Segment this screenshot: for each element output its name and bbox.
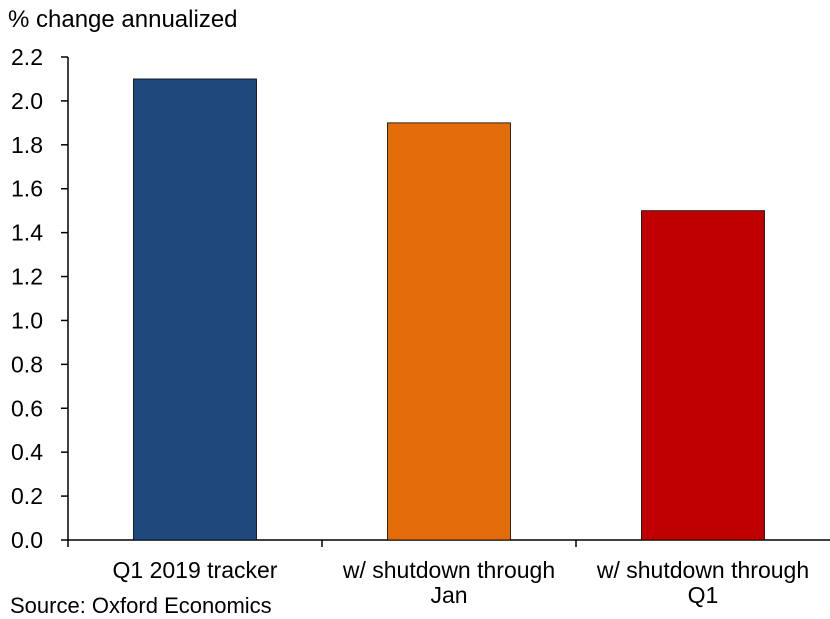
x-tick-label: w/ shutdown through — [596, 557, 809, 583]
y-axis-label: % change annualized — [8, 6, 238, 33]
bar — [641, 210, 765, 541]
y-tick-label: 1.0 — [11, 307, 43, 333]
y-tick-label: 1.6 — [11, 176, 43, 202]
bar — [387, 122, 511, 541]
y-tick-label: 2.2 — [11, 44, 43, 70]
tick-labels: 0.0 0.2 0.4 0.6 0.8 1.0 1.2 1.4 1.6 1.8 2.0 2.2 Q1 2… — [11, 44, 809, 608]
y-tick-label: 1.8 — [11, 132, 43, 158]
source-note: Source: Oxford Economics — [10, 593, 272, 618]
y-tick-label: 0.4 — [11, 439, 43, 465]
x-tick-label: Jan — [430, 582, 467, 608]
bars — [133, 78, 765, 541]
y-tick-label: 1.4 — [11, 220, 43, 246]
x-tick-label: Q1 2019 tracker — [113, 557, 278, 583]
y-tick-label: 1.2 — [11, 264, 43, 290]
y-tick-label: 0.8 — [11, 351, 43, 377]
y-tick-label: 2.0 — [11, 88, 43, 114]
y-tick-label: 0.6 — [11, 395, 43, 421]
y-tick-label: 0.0 — [11, 527, 43, 553]
bar — [133, 78, 257, 541]
y-tick-label: 0.2 — [11, 483, 43, 509]
x-tick-label: w/ shutdown through — [342, 557, 555, 583]
x-tick-label: Q1 — [688, 582, 719, 608]
